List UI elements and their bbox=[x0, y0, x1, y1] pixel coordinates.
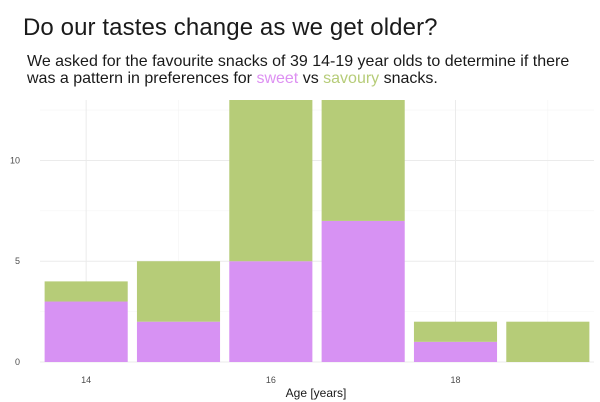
bar-savoury-16 bbox=[229, 100, 313, 262]
bar-sweet-14 bbox=[44, 301, 128, 362]
chart-title: Do our tastes change as we get older? bbox=[23, 14, 438, 41]
x-tick-label: 18 bbox=[450, 375, 460, 385]
bar-sweet-17 bbox=[321, 220, 405, 362]
x-tick-label: 16 bbox=[266, 375, 276, 385]
bar-savoury-14 bbox=[44, 281, 128, 302]
y-tick-label: 0 bbox=[15, 357, 20, 367]
bar-savoury-17 bbox=[321, 100, 405, 221]
subtitle-savoury-word: savoury bbox=[323, 70, 380, 87]
subtitle-sweet-word: sweet bbox=[256, 70, 299, 87]
y-tick-label: 10 bbox=[10, 155, 20, 165]
subtitle-middle: vs bbox=[298, 70, 324, 87]
x-tick-label: 14 bbox=[81, 375, 91, 385]
bar-savoury-18 bbox=[413, 321, 498, 342]
subtitle-text-after: snacks. bbox=[379, 70, 438, 87]
bars bbox=[44, 100, 590, 362]
x-axis-title: Age [years] bbox=[286, 386, 347, 400]
subtitle-text-before: We asked for the favourite snacks of 39 … bbox=[27, 53, 570, 87]
y-axis-ticks: 0 5 10 bbox=[10, 155, 20, 367]
bar-sweet-16 bbox=[229, 261, 313, 362]
chart-subtitle: We asked for the favourite snacks of 39 … bbox=[27, 53, 587, 87]
bar-savoury-19 bbox=[506, 321, 590, 362]
x-axis-ticks: 14 16 18 bbox=[81, 375, 460, 385]
bar-sweet-15 bbox=[136, 321, 221, 362]
y-tick-label: 5 bbox=[15, 256, 20, 266]
bar-sweet-18 bbox=[413, 341, 498, 362]
bar-savoury-15 bbox=[136, 261, 221, 322]
